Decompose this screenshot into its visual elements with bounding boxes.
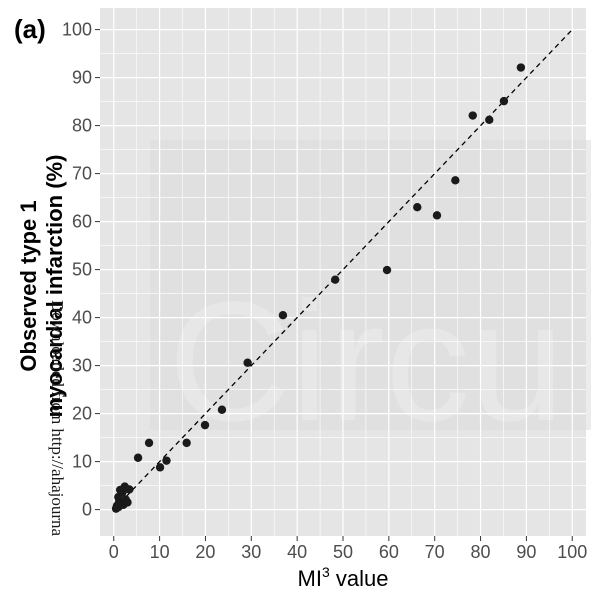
y-tick-label: 10 <box>72 452 92 472</box>
y-axis-title-line2: myocardial infarction (%) <box>42 155 67 418</box>
data-point <box>451 176 460 185</box>
data-point <box>432 211 442 220</box>
x-axis-title: MI3 value <box>298 564 389 591</box>
download-note: Downloaded from http://ahajourna <box>48 300 67 537</box>
x-tick-label: 30 <box>241 542 261 562</box>
x-tick-label: 10 <box>150 542 170 562</box>
y-axis-ticks: 0 10 20 30 40 50 60 70 80 90 100 <box>62 20 100 520</box>
y-axis-title: Observed type 1 myocardial infarction (%… <box>16 155 67 418</box>
data-point <box>331 275 340 284</box>
x-tick-label: 70 <box>425 542 445 562</box>
download-note-text: Downloaded from http://ahajourna <box>48 300 67 537</box>
data-point <box>133 453 143 462</box>
data-point <box>413 203 422 212</box>
x-tick-label: 40 <box>287 542 307 562</box>
x-tick-label: 50 <box>333 542 353 562</box>
watermark: Circu <box>150 140 591 457</box>
data-point <box>382 265 392 275</box>
y-tick-label: 90 <box>72 68 92 88</box>
x-tick-label: 20 <box>195 542 215 562</box>
y-tick-label: 80 <box>72 116 92 136</box>
y-tick-label: 70 <box>72 164 92 184</box>
y-tick-label: 30 <box>72 356 92 376</box>
y-tick-label: 100 <box>62 20 92 40</box>
data-point <box>278 311 288 320</box>
y-tick-label: 50 <box>72 260 92 280</box>
data-point <box>499 96 509 106</box>
x-tick-label: 90 <box>516 542 536 562</box>
x-axis-ticks: 0 10 20 30 40 50 60 70 80 90 100 <box>109 536 587 562</box>
data-point <box>243 358 252 367</box>
watermark-text: Circu <box>168 267 565 457</box>
y-tick-label: 60 <box>72 212 92 232</box>
y-tick-label: 0 <box>82 500 92 520</box>
x-tick-label: 60 <box>379 542 399 562</box>
data-points <box>111 63 526 513</box>
data-point <box>468 111 477 120</box>
data-point <box>155 463 165 472</box>
x-tick-label: 0 <box>109 542 119 562</box>
data-point <box>123 498 132 507</box>
identity-reference-line <box>113 29 573 511</box>
data-point <box>485 115 494 125</box>
panel-label: (a) <box>14 14 46 44</box>
data-point <box>200 420 210 430</box>
data-point <box>182 438 191 448</box>
y-tick-label: 20 <box>72 404 92 424</box>
data-point <box>162 456 171 465</box>
data-point <box>144 438 154 448</box>
data-point <box>217 405 227 414</box>
data-point <box>125 485 134 494</box>
grid-lines <box>100 8 586 536</box>
y-tick-label: 40 <box>72 308 92 328</box>
x-tick-label: 80 <box>471 542 491 562</box>
y-axis-title-line1: Observed type 1 <box>16 200 41 371</box>
data-point <box>516 63 526 72</box>
watermark-band <box>150 140 591 430</box>
x-tick-label: 100 <box>557 542 587 562</box>
